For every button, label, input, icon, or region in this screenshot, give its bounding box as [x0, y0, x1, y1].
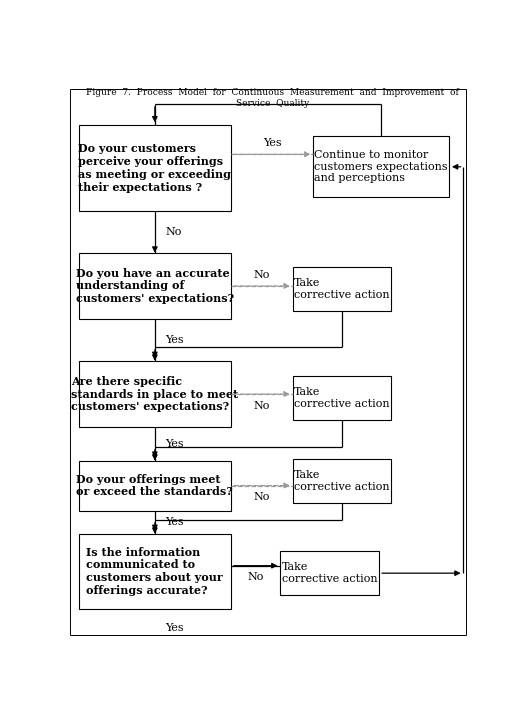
Text: Yes: Yes [263, 138, 281, 148]
Bar [293, 266, 391, 311]
Text: Do your customers
perceive your offerings
as meeting or exceeding
their expectat: Do your customers perceive your offering… [79, 143, 232, 193]
Bar [313, 136, 449, 197]
Text: Yes: Yes [165, 623, 184, 632]
Text: Yes: Yes [165, 439, 184, 449]
Bar [293, 459, 391, 503]
Text: Yes: Yes [165, 335, 184, 345]
Bar [79, 361, 231, 428]
Bar [280, 551, 379, 595]
Bar [79, 534, 231, 608]
Text: No: No [247, 572, 264, 582]
Text: Is the information
communicated to
customers about your
offerings accurate?: Is the information communicated to custo… [87, 546, 223, 596]
Text: Take
corrective action: Take corrective action [294, 387, 390, 409]
Bar [293, 376, 391, 420]
Text: Do you have an accurate
understanding of
customers' expectations?: Do you have an accurate understanding of… [76, 268, 234, 305]
Text: No: No [254, 401, 270, 410]
Text: Are there specific
standards in place to meet
customers' expectations?: Are there specific standards in place to… [71, 376, 238, 413]
Text: Do your offerings meet
or exceed the standards?: Do your offerings meet or exceed the sta… [76, 474, 233, 498]
Text: Take
corrective action: Take corrective action [294, 278, 390, 300]
Text: No: No [254, 271, 270, 280]
Text: Yes: Yes [165, 517, 184, 527]
Text: Figure  7.  Process  Model  for  Continuous  Measurement  and  Improvement  of
S: Figure 7. Process Model for Continuous M… [86, 88, 458, 108]
Bar [79, 253, 231, 319]
Text: No: No [254, 492, 270, 503]
Bar [79, 125, 231, 211]
Text: No: No [165, 227, 182, 237]
Bar [79, 461, 231, 510]
Text: Continue to monitor
customers expectations
and perceptions: Continue to monitor customers expectatio… [314, 150, 448, 184]
Text: Take
corrective action: Take corrective action [282, 562, 378, 584]
Text: Take
corrective action: Take corrective action [294, 470, 390, 492]
